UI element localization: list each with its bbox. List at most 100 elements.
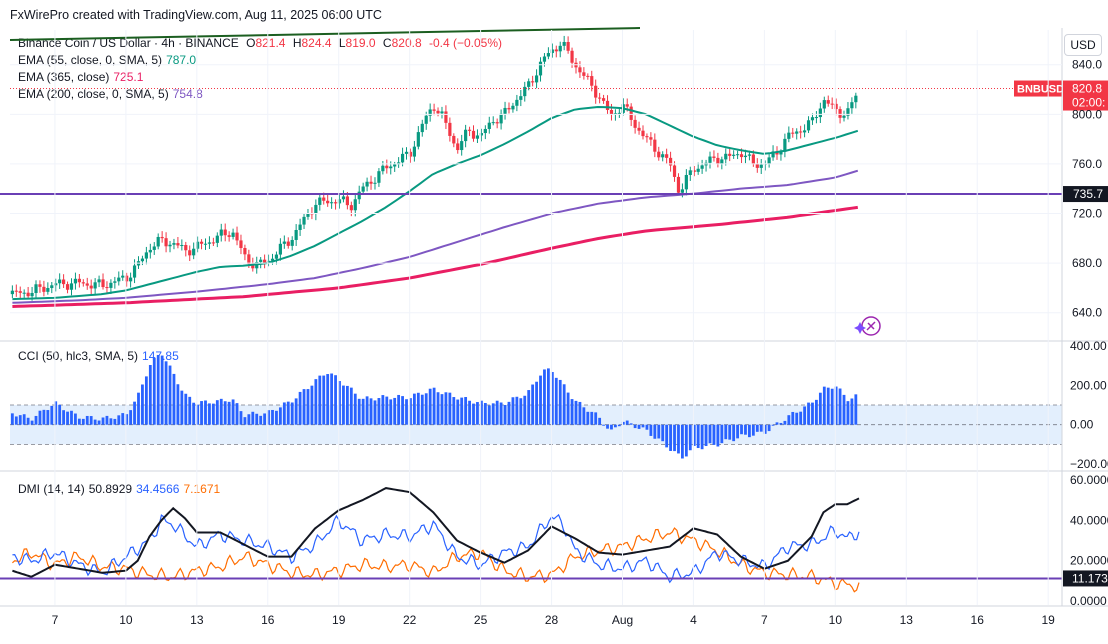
candle-body[interactable] xyxy=(755,164,759,168)
cci-bar[interactable] xyxy=(46,410,50,425)
cci-bar[interactable] xyxy=(582,407,586,425)
candle-body[interactable] xyxy=(215,235,219,243)
cci-bar[interactable] xyxy=(440,394,444,425)
cci-bar[interactable] xyxy=(795,412,799,425)
cci-bar[interactable] xyxy=(602,424,605,426)
candle-body[interactable] xyxy=(235,232,239,241)
cci-bar[interactable] xyxy=(783,420,787,425)
cci-bar[interactable] xyxy=(373,400,377,425)
cci-bar[interactable] xyxy=(468,400,471,425)
candle-body[interactable] xyxy=(263,259,267,263)
cci-bar[interactable] xyxy=(736,424,739,439)
cci-bar[interactable] xyxy=(259,415,263,425)
cci-bar[interactable] xyxy=(822,386,826,425)
cci-bar[interactable] xyxy=(590,411,594,425)
cci-bar[interactable] xyxy=(322,375,326,425)
candle-body[interactable] xyxy=(314,204,318,215)
cci-bar[interactable] xyxy=(365,396,369,425)
candle-body[interactable] xyxy=(365,181,369,187)
candle-body[interactable] xyxy=(649,137,653,140)
cci-bar[interactable] xyxy=(369,398,373,425)
cci-bar[interactable] xyxy=(681,424,684,459)
candle-body[interactable] xyxy=(696,168,700,172)
candle-body[interactable] xyxy=(834,103,838,110)
candle-body[interactable] xyxy=(62,279,66,285)
candle-body[interactable] xyxy=(148,249,152,253)
ema55-line[interactable] xyxy=(12,105,859,301)
candle-body[interactable] xyxy=(408,151,413,157)
cci-bar[interactable] xyxy=(133,401,136,425)
cci-bar[interactable] xyxy=(732,424,736,442)
cci-bar[interactable] xyxy=(472,403,475,425)
candle-body[interactable] xyxy=(767,157,771,164)
candle-body[interactable] xyxy=(692,170,696,172)
cci-bar[interactable] xyxy=(755,424,759,432)
candle-body[interactable] xyxy=(830,103,834,105)
candle-body[interactable] xyxy=(322,197,326,201)
candle-body[interactable] xyxy=(739,154,744,158)
candle-body[interactable] xyxy=(337,199,342,204)
candle-body[interactable] xyxy=(176,243,180,246)
cci-bar[interactable] xyxy=(97,420,101,425)
cci-bar[interactable] xyxy=(168,365,172,425)
cci-bar[interactable] xyxy=(282,402,286,425)
candle-body[interactable] xyxy=(464,129,468,142)
cci-bar[interactable] xyxy=(677,424,680,454)
cci-bar[interactable] xyxy=(614,424,617,428)
candle-body[interactable] xyxy=(247,254,251,264)
cci-bar[interactable] xyxy=(499,402,503,425)
cci-bar[interactable] xyxy=(160,355,164,425)
candle-body[interactable] xyxy=(424,115,428,124)
cci-bar[interactable] xyxy=(566,392,570,425)
cci-bar[interactable] xyxy=(215,400,219,425)
candle-body[interactable] xyxy=(278,243,282,255)
cci-bar[interactable] xyxy=(18,415,22,425)
cci-bar[interactable] xyxy=(424,393,428,425)
cci-bar[interactable] xyxy=(50,405,54,425)
cci-bar[interactable] xyxy=(286,401,290,425)
candle-body[interactable] xyxy=(578,67,582,73)
candle-body[interactable] xyxy=(676,176,681,193)
cci-bar[interactable] xyxy=(779,422,783,425)
cci-bar[interactable] xyxy=(231,399,235,425)
cci-bar[interactable] xyxy=(673,424,676,452)
cci-bar[interactable] xyxy=(326,374,330,425)
cci-bar[interactable] xyxy=(807,402,810,425)
cci-bar[interactable] xyxy=(708,424,712,444)
cci-bar[interactable] xyxy=(523,395,527,425)
cci-bar[interactable] xyxy=(200,401,203,425)
candle-body[interactable] xyxy=(617,112,621,114)
cci-bar[interactable] xyxy=(144,376,148,425)
cci-bar[interactable] xyxy=(539,375,542,425)
cci-bar[interactable] xyxy=(574,400,578,425)
candle-body[interactable] xyxy=(661,154,665,158)
candle-body[interactable] xyxy=(507,107,511,110)
candle-body[interactable] xyxy=(428,109,432,116)
cci-bar[interactable] xyxy=(511,397,515,425)
candle-body[interactable] xyxy=(747,154,752,156)
cci-bar[interactable] xyxy=(204,400,207,425)
cci-bar[interactable] xyxy=(22,414,26,425)
cci-bar[interactable] xyxy=(401,396,404,425)
candle-body[interactable] xyxy=(199,241,204,244)
cci-bar[interactable] xyxy=(251,411,255,425)
cci-bar[interactable] xyxy=(306,389,310,425)
cci-bar[interactable] xyxy=(487,405,491,425)
dmi-di-line[interactable] xyxy=(12,513,860,584)
cci-bar[interactable] xyxy=(483,403,487,425)
candle-body[interactable] xyxy=(546,53,551,57)
cci-bar[interactable] xyxy=(101,417,105,425)
cci-bar[interactable] xyxy=(342,385,345,425)
cci-bar[interactable] xyxy=(141,384,144,425)
candle-body[interactable] xyxy=(822,100,826,109)
cci-bar[interactable] xyxy=(385,396,389,425)
cci-bar[interactable] xyxy=(62,410,66,425)
cci-bar[interactable] xyxy=(818,392,822,425)
candle-body[interactable] xyxy=(570,50,574,63)
candle-body[interactable] xyxy=(787,132,791,139)
candle-body[interactable] xyxy=(46,288,50,292)
candle-body[interactable] xyxy=(30,292,34,297)
candle-body[interactable] xyxy=(531,81,535,83)
candle-body[interactable] xyxy=(400,153,405,163)
candle-body[interactable] xyxy=(503,107,507,114)
